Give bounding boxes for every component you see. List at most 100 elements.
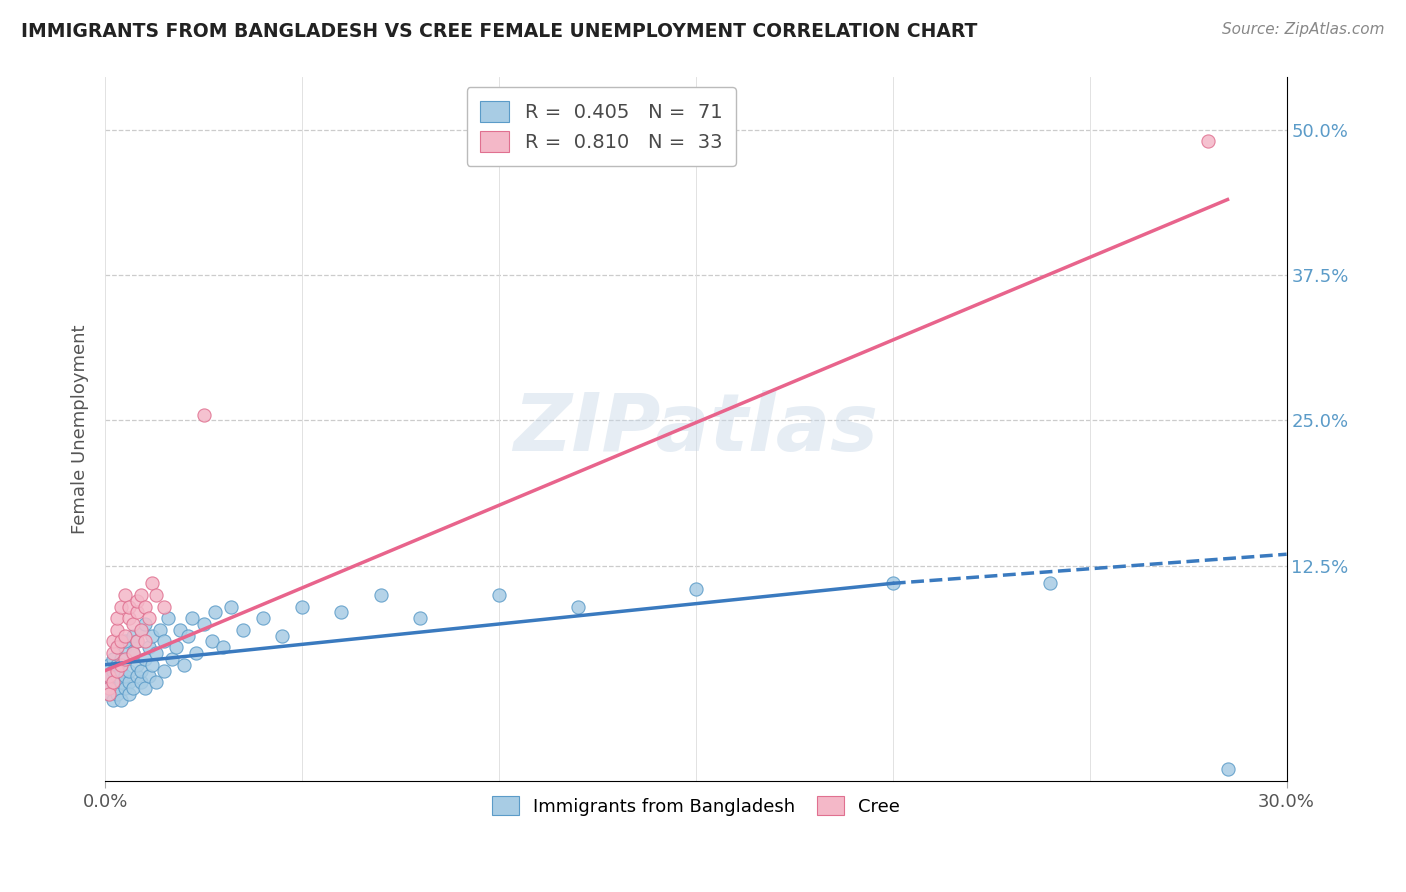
Point	[138, 669, 160, 683]
Point	[98, 669, 121, 683]
Point	[114, 634, 136, 648]
Point	[145, 646, 167, 660]
Point	[101, 675, 124, 690]
Point	[98, 681, 121, 695]
Point	[101, 646, 124, 660]
Point	[252, 611, 274, 625]
Text: Source: ZipAtlas.com: Source: ZipAtlas.com	[1222, 22, 1385, 37]
Point	[105, 623, 128, 637]
Point	[129, 588, 152, 602]
Point	[98, 687, 121, 701]
Point	[105, 640, 128, 655]
Point	[114, 681, 136, 695]
Point	[118, 611, 141, 625]
Point	[121, 646, 143, 660]
Point	[153, 664, 176, 678]
Point	[200, 634, 222, 648]
Point	[105, 657, 128, 672]
Point	[153, 634, 176, 648]
Point	[882, 576, 904, 591]
Point	[134, 634, 156, 648]
Point	[118, 675, 141, 690]
Point	[149, 623, 172, 637]
Point	[138, 611, 160, 625]
Point	[1039, 576, 1062, 591]
Point	[118, 664, 141, 678]
Point	[145, 675, 167, 690]
Point	[105, 687, 128, 701]
Point	[98, 657, 121, 672]
Point	[488, 588, 510, 602]
Point	[370, 588, 392, 602]
Point	[121, 629, 143, 643]
Point	[110, 664, 132, 678]
Point	[145, 588, 167, 602]
Point	[141, 657, 163, 672]
Point	[129, 623, 152, 637]
Point	[121, 646, 143, 660]
Point	[125, 593, 148, 607]
Text: IMMIGRANTS FROM BANGLADESH VS CREE FEMALE UNEMPLOYMENT CORRELATION CHART: IMMIGRANTS FROM BANGLADESH VS CREE FEMAL…	[21, 22, 977, 41]
Point	[129, 623, 152, 637]
Point	[169, 623, 191, 637]
Point	[110, 599, 132, 614]
Point	[101, 652, 124, 666]
Point	[193, 408, 215, 422]
Point	[409, 611, 432, 625]
Point	[232, 623, 254, 637]
Point	[121, 681, 143, 695]
Point	[129, 664, 152, 678]
Point	[567, 599, 589, 614]
Point	[114, 640, 136, 655]
Point	[98, 669, 121, 683]
Point	[121, 617, 143, 632]
Y-axis label: Female Unemployment: Female Unemployment	[72, 325, 89, 534]
Point	[685, 582, 707, 596]
Point	[173, 657, 195, 672]
Point	[125, 634, 148, 648]
Point	[129, 675, 152, 690]
Point	[134, 599, 156, 614]
Point	[138, 640, 160, 655]
Point	[212, 640, 235, 655]
Point	[114, 652, 136, 666]
Point	[98, 687, 121, 701]
Point	[114, 588, 136, 602]
Point	[101, 664, 124, 678]
Point	[330, 606, 353, 620]
Point	[101, 634, 124, 648]
Point	[125, 606, 148, 620]
Point	[153, 599, 176, 614]
Point	[110, 652, 132, 666]
Text: ZIPatlas: ZIPatlas	[513, 390, 879, 468]
Point	[1216, 763, 1239, 777]
Point	[118, 687, 141, 701]
Point	[110, 634, 132, 648]
Point	[101, 675, 124, 690]
Point	[165, 640, 187, 655]
Point	[160, 652, 183, 666]
Point	[105, 681, 128, 695]
Point	[125, 669, 148, 683]
Point	[219, 599, 242, 614]
Point	[134, 617, 156, 632]
Point	[101, 692, 124, 706]
Point	[114, 669, 136, 683]
Point	[141, 576, 163, 591]
Point	[98, 681, 121, 695]
Point	[271, 629, 294, 643]
Point	[110, 675, 132, 690]
Point	[193, 617, 215, 632]
Point	[180, 611, 202, 625]
Point	[105, 664, 128, 678]
Point	[134, 652, 156, 666]
Point	[134, 681, 156, 695]
Point	[184, 646, 207, 660]
Point	[141, 629, 163, 643]
Point	[125, 657, 148, 672]
Point	[110, 657, 132, 672]
Point	[125, 634, 148, 648]
Legend: Immigrants from Bangladesh, Cree: Immigrants from Bangladesh, Cree	[482, 788, 910, 825]
Point	[118, 599, 141, 614]
Point	[105, 669, 128, 683]
